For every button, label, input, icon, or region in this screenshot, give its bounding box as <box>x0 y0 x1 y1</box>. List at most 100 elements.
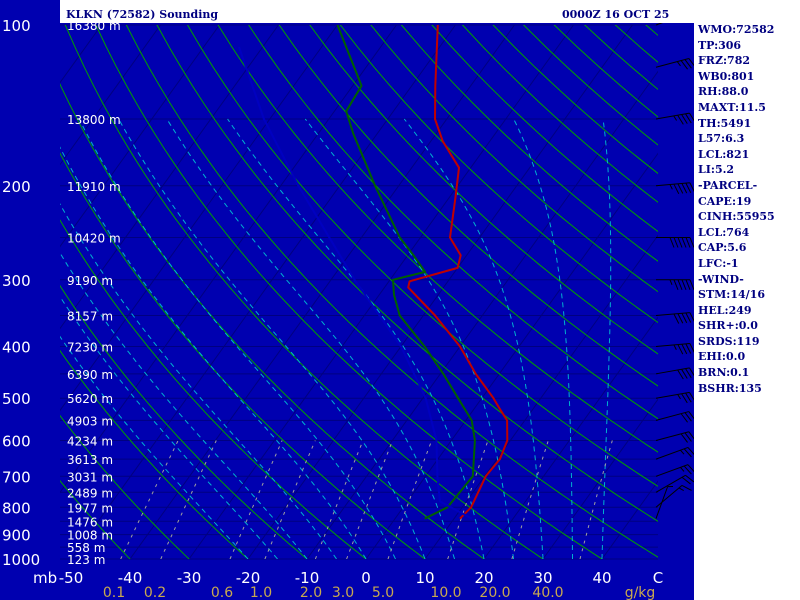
moist-adiabat--10 <box>60 252 308 559</box>
height-label: 7230 m <box>67 341 113 355</box>
temperature-tick-label: -30 <box>177 569 202 587</box>
sounding-index-item: WMO:72582 <box>698 23 775 36</box>
wind-barb-feather-4 <box>673 313 680 324</box>
sounding-index-item: LCL:821 <box>698 147 750 161</box>
mixing-ratio-label: 20.0 <box>479 585 510 600</box>
wind-barb-half-feather <box>669 279 673 285</box>
wind-barb-feather-1 <box>683 465 692 475</box>
sounding-index-item: BRN:0.1 <box>698 366 750 380</box>
sounding-index-item: STM:14/16 <box>698 288 765 302</box>
sounding-index-item: FRZ:782 <box>698 54 751 68</box>
wind-barb-feather-3 <box>677 279 683 290</box>
dry-adiabat-70 <box>187 25 658 487</box>
wind-barb-feather-2 <box>681 237 687 248</box>
wind-barb-15 <box>655 57 696 70</box>
moist-adiabat-25 <box>304 118 514 559</box>
moist-adiabat-10 <box>118 118 426 559</box>
wind-barb-feather-1 <box>681 476 691 485</box>
wind-barb-14 <box>655 112 696 125</box>
sounding-index-item: LI:5.2 <box>698 163 735 177</box>
dry-adiabat-80 <box>217 25 658 453</box>
mixing-ratio-line-9 <box>579 440 613 559</box>
sounding-index-item: -WIND- <box>698 272 744 286</box>
pressure-units-label: mb <box>33 569 57 587</box>
wind-barb-feather-2 <box>681 344 688 355</box>
height-label: 4903 m <box>67 414 113 428</box>
mixing-ratio-label: 40.0 <box>532 585 563 600</box>
sounding-index-item: CAPE:19 <box>698 194 752 208</box>
pressure-label-900: 900 <box>2 527 31 545</box>
dry-adiabat-140 <box>400 25 658 262</box>
sounding-index-item: RH:88.0 <box>698 85 749 99</box>
wind-barb-half-feather <box>669 184 673 190</box>
sounding-index-item: TP:306 <box>698 38 742 52</box>
wind-barb-feather-0 <box>689 279 695 290</box>
dry-adiabat-layer <box>60 25 658 559</box>
index-panel-background <box>694 0 800 600</box>
isotherm--10 <box>306 70 658 559</box>
mixing-ratio-line-5 <box>346 440 394 559</box>
mixing-ratio-line-8 <box>511 440 549 559</box>
temperature-tick-label: 10 <box>415 569 434 587</box>
wind-barb-feather-1 <box>685 113 692 124</box>
wind-barb-feather-3 <box>677 344 684 355</box>
wind-barb-feather-2 <box>681 313 688 324</box>
wind-barb-staff <box>655 367 690 375</box>
mixing-ratio-label: 0.2 <box>144 585 166 600</box>
wind-barb-13 <box>655 182 696 195</box>
sounding-index-item: SHR+:0.0 <box>698 319 758 333</box>
dry-adiabat-100 <box>278 25 658 387</box>
mixing-ratio-line-2 <box>229 440 283 559</box>
moist-adiabat-40 <box>601 118 612 559</box>
sounding-index-item: WB0:801 <box>698 69 755 83</box>
wind-barb-feather-2 <box>680 433 688 443</box>
pressure-label-600: 600 <box>2 433 31 451</box>
mixing-ratio-label: 0.1 <box>103 585 125 600</box>
wind-barb-feather-1 <box>684 432 692 442</box>
temperature-tick-label: 30 <box>533 569 552 587</box>
dewpoint-profile <box>336 25 476 520</box>
wind-barb-staff <box>655 431 689 442</box>
dry-adiabat-110 <box>309 25 658 355</box>
pressure-label-400: 400 <box>2 339 31 357</box>
mixing-ratio-label: 10.0 <box>430 585 461 600</box>
temperature-tick-label: -10 <box>295 569 320 587</box>
dry-adiabat-10 <box>60 152 426 559</box>
wind-barb-feather-2 <box>680 413 688 423</box>
sounding-index-panel: WMO:72582 TP:306 FRZ:782 WB0:801 RH:88.0 MAXT… <box>698 22 798 396</box>
dry-adiabat-120 <box>339 25 658 324</box>
mixing-ratio-label: 3.0 <box>332 585 354 600</box>
moist-adiabat--20 <box>60 335 249 559</box>
mixing-ratio-line-6 <box>387 440 433 559</box>
header-background <box>60 0 700 23</box>
wind-barb-staff <box>655 446 689 460</box>
wind-barb-feather-3 <box>677 369 684 380</box>
height-label: 4234 m <box>67 435 113 449</box>
height-label: 123 m <box>67 553 105 567</box>
wind-barb-half-feather <box>678 487 684 491</box>
dry-adiabat-0 <box>60 219 367 559</box>
mixing-ratio-label: 1.0 <box>250 585 272 600</box>
isotherm-20 <box>483 316 658 559</box>
wind-barb-staff <box>655 343 690 347</box>
wind-barb-3 <box>655 464 696 477</box>
height-label: 2489 m <box>67 486 113 500</box>
wind-barb-feather-1 <box>685 368 692 379</box>
wind-barb-staff <box>655 112 690 120</box>
mixing-ratio-label: 2.0 <box>300 585 322 600</box>
mixing-ratio-line-3 <box>264 440 316 559</box>
height-label: 1008 m <box>67 529 113 543</box>
isotherm--60 <box>60 25 397 494</box>
sounding-index-item: EHI:0.0 <box>698 350 746 364</box>
height-label: 1977 m <box>67 501 113 515</box>
height-label: 5620 m <box>67 392 113 406</box>
height-label: 8157 m <box>67 310 113 324</box>
wind-barb-feather-0 <box>687 447 696 456</box>
sounding-index-item: BSHR:135 <box>698 381 762 395</box>
wind-barb-feather-0 <box>689 343 696 354</box>
wind-barb-staff <box>655 57 689 68</box>
height-label: 9190 m <box>67 274 113 288</box>
wind-barb-feather-1 <box>685 279 691 290</box>
isotherm--40 <box>129 25 515 559</box>
